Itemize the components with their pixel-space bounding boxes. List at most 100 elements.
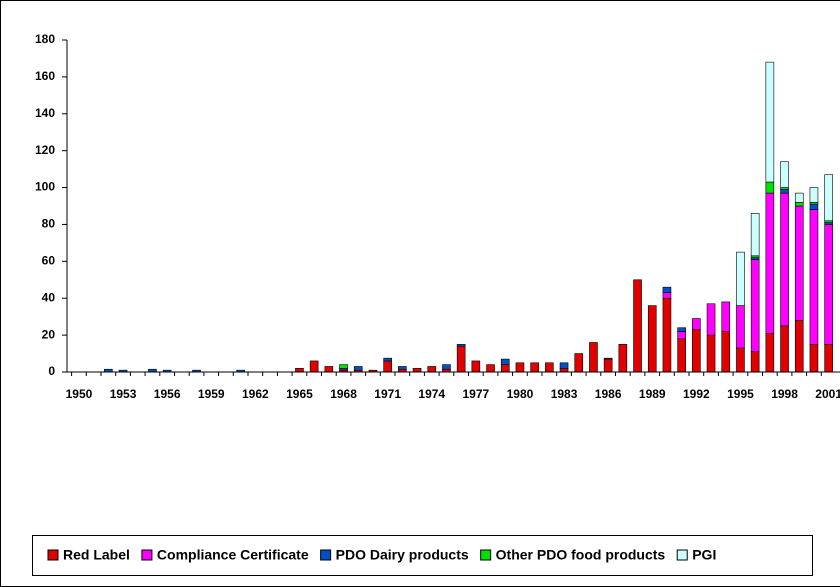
x-tick-label: 1983 xyxy=(551,387,578,401)
x-tick-label: 1953 xyxy=(110,387,137,401)
x-tick-label: 1965 xyxy=(286,387,313,401)
legend-label: Compliance Certificate xyxy=(157,547,309,563)
bar-segment xyxy=(353,366,363,371)
y-tick-label: 40 xyxy=(42,290,56,304)
bar-segment xyxy=(794,202,804,207)
x-tick-label: 1968 xyxy=(330,387,357,401)
bar-segment xyxy=(545,362,554,373)
legend-label: Other PDO food products xyxy=(496,547,666,563)
x-tick-label: 1959 xyxy=(198,387,225,401)
x-tick-label: 1971 xyxy=(374,387,401,401)
bar-segment xyxy=(324,366,334,373)
bar-segment xyxy=(471,360,481,373)
bar-segment xyxy=(706,334,716,373)
bar-segment xyxy=(765,192,775,334)
y-tick-label: 180 xyxy=(35,32,55,46)
bar-segment xyxy=(780,161,789,188)
bar-segment xyxy=(559,362,569,369)
x-tick-label: 1974 xyxy=(418,387,445,401)
bar-segment xyxy=(530,362,539,373)
bar-segment xyxy=(721,331,731,373)
bar-segment xyxy=(633,279,642,373)
legend-swatch xyxy=(320,549,332,561)
x-tick-label: 1962 xyxy=(242,387,269,401)
bar-segment xyxy=(515,362,525,373)
y-tick-label: 60 xyxy=(42,254,56,268)
x-tick-label: 1950 xyxy=(66,387,93,401)
bar-segment xyxy=(736,347,745,373)
bar-segment xyxy=(383,357,392,362)
bar-segment xyxy=(589,342,598,373)
bar-segment xyxy=(339,364,348,369)
bar-segment xyxy=(677,331,686,340)
x-tick-label: 2001 xyxy=(815,387,840,401)
bar-segment xyxy=(574,353,584,373)
x-tick-label: 1995 xyxy=(727,387,754,401)
y-tick-label: 20 xyxy=(42,327,56,341)
bar-segment xyxy=(662,286,672,293)
y-tick-label: 80 xyxy=(42,217,56,231)
y-tick-label: 160 xyxy=(35,69,55,83)
bar-segment xyxy=(442,364,451,370)
bar-segment xyxy=(780,192,789,327)
bar-segment xyxy=(412,368,422,373)
bar-segment xyxy=(647,305,657,373)
bar-segment xyxy=(603,358,613,373)
legend-label: PDO Dairy products xyxy=(336,547,469,563)
bar-segment xyxy=(780,189,789,194)
x-tick-label: 1998 xyxy=(771,387,798,401)
bar-segment xyxy=(309,360,319,373)
bar-segment xyxy=(677,327,686,332)
bar-segment xyxy=(824,224,833,345)
bar-segment xyxy=(398,366,407,370)
bar-segment xyxy=(824,174,833,222)
bar-segment xyxy=(736,305,745,349)
x-tick-label: 1989 xyxy=(639,387,666,401)
bar-segment xyxy=(706,303,716,336)
legend-label: PGI xyxy=(692,547,716,563)
legend-swatch xyxy=(47,549,59,561)
legend-swatch xyxy=(676,549,688,561)
bar-segment xyxy=(750,351,760,373)
bar-segment xyxy=(809,344,819,373)
bar-segment xyxy=(794,192,804,203)
bar-segment xyxy=(736,251,745,306)
bar-segment xyxy=(765,61,775,183)
bar-segment xyxy=(618,344,628,373)
bar-segment xyxy=(559,368,569,373)
bar-segment xyxy=(427,366,437,373)
y-tick-label: 100 xyxy=(35,180,55,194)
bar-segment xyxy=(662,292,672,299)
x-tick-label: 1980 xyxy=(507,387,534,401)
y-tick-label: 140 xyxy=(35,106,55,120)
legend-swatch xyxy=(141,549,153,561)
bar-segment xyxy=(692,329,701,373)
bar-segment xyxy=(692,318,701,330)
bar-segment xyxy=(677,338,686,373)
bar-segment xyxy=(295,368,304,373)
x-tick-label: 1977 xyxy=(462,387,489,401)
x-tick-label: 1986 xyxy=(595,387,622,401)
legend-swatch xyxy=(480,549,492,561)
bar-segment xyxy=(383,360,392,373)
bar-segment xyxy=(486,364,495,373)
y-tick-label: 120 xyxy=(35,143,55,157)
bar-segment xyxy=(750,213,760,257)
bar-segment xyxy=(824,344,833,373)
bar-segment xyxy=(456,345,466,373)
x-tick-label: 1956 xyxy=(154,387,181,401)
bar-segment xyxy=(809,203,819,210)
bar-segment xyxy=(765,332,775,373)
bar-segment xyxy=(456,344,466,347)
bar-segment xyxy=(662,297,672,373)
x-tick-label: 1992 xyxy=(683,387,710,401)
y-tick-label: 0 xyxy=(48,364,55,378)
bar-segment xyxy=(500,358,510,365)
bar-segment xyxy=(780,325,789,373)
bar-segment xyxy=(765,181,775,194)
bar-segment xyxy=(809,209,819,345)
bar-segment xyxy=(794,320,804,373)
bar-segment xyxy=(500,364,510,373)
